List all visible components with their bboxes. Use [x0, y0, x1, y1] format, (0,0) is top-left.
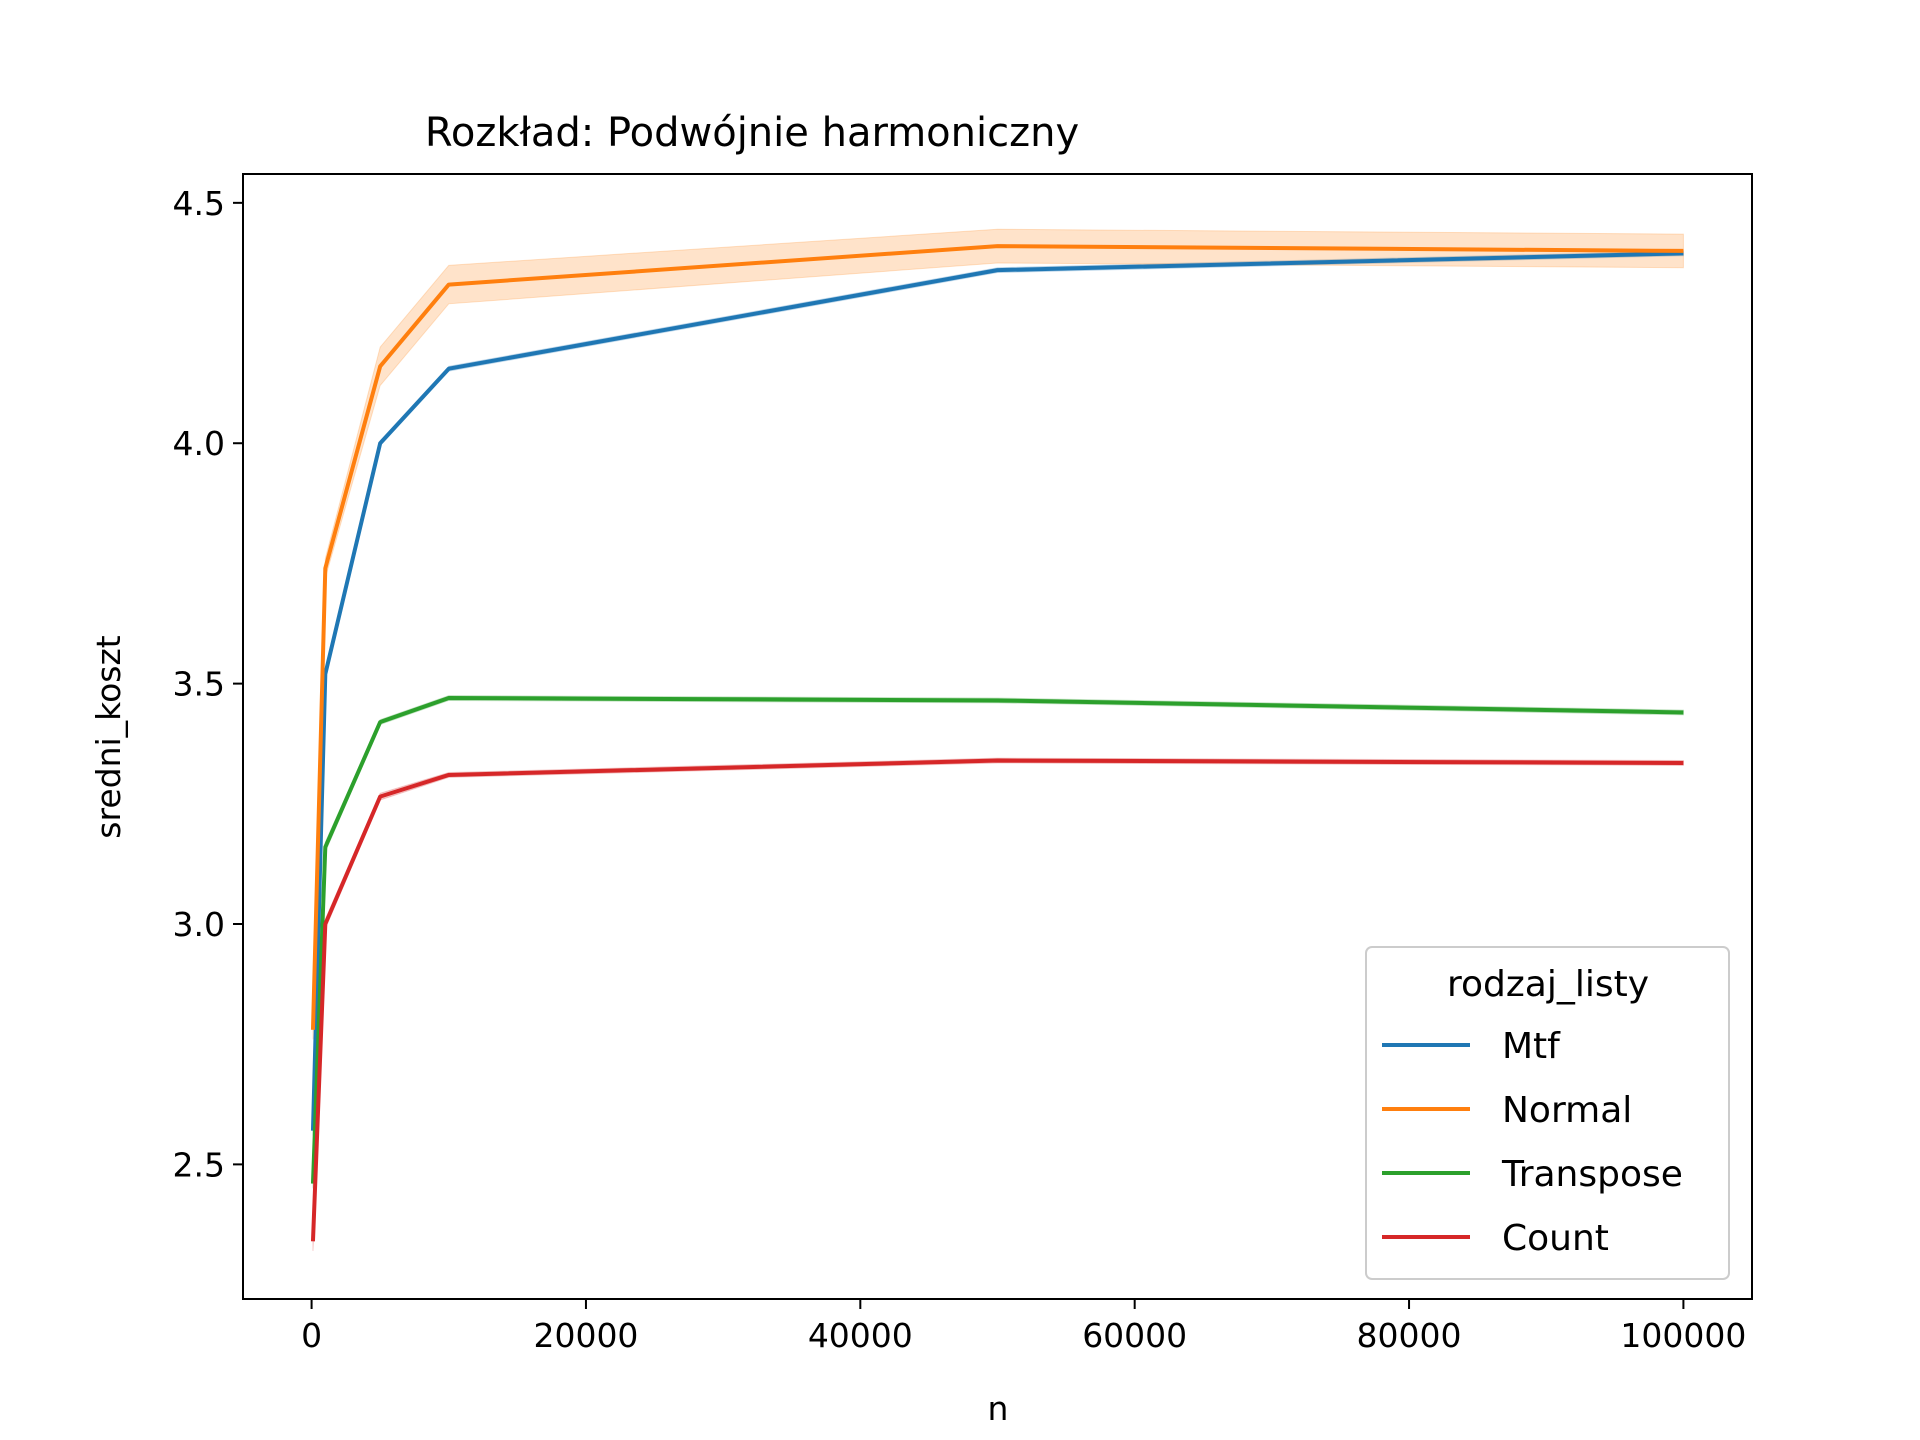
ci-band-normal — [312, 228, 1684, 1040]
x-tick-label: 0 — [301, 1316, 322, 1355]
series-line-mtf — [310, 251, 1684, 1131]
series-lines — [310, 244, 1684, 1242]
series-line-normal — [310, 244, 1684, 1030]
legend-label-normal: Normal — [1502, 1090, 1632, 1131]
y-tick-label: 3.5 — [173, 665, 225, 704]
x-tick-label: 100000 — [1620, 1316, 1746, 1355]
y-tick-label: 4.0 — [173, 424, 225, 463]
x-tick-label: 20000 — [533, 1316, 638, 1355]
y-axis: 2.5 3.0 3.5 4.0 4.5 — [173, 184, 243, 1184]
legend-box — [1365, 946, 1730, 1280]
chart-title: Rozkład: Podwójnie harmoniczny — [425, 110, 1079, 156]
y-tick-label: 4.5 — [173, 184, 225, 223]
plot-frame — [242, 173, 1753, 1300]
series-line-count — [310, 758, 1684, 1242]
x-tick-label: 80000 — [1357, 1316, 1462, 1355]
legend-label-count: Count — [1502, 1218, 1609, 1259]
legend-label-transpose: Transpose — [1501, 1154, 1683, 1195]
y-axis-label: sredni_koszt — [89, 635, 128, 839]
y-tick-label: 3.0 — [173, 905, 225, 944]
y-tick-label: 2.5 — [173, 1145, 225, 1184]
legend-items: Mtf Normal Transpose Count — [1382, 1026, 1683, 1259]
x-axis: 0 20000 40000 60000 80000 100000 — [301, 1299, 1746, 1355]
legend-label-mtf: Mtf — [1502, 1026, 1561, 1067]
x-axis-label: n — [988, 1389, 1009, 1428]
series-line-transpose — [310, 696, 1684, 1184]
legend: rodzaj_listy Mtf Normal Transpose Count — [1365, 946, 1730, 1280]
legend-title: rodzaj_listy — [1447, 964, 1649, 1005]
x-tick-label: 40000 — [808, 1316, 913, 1355]
x-tick-label: 60000 — [1082, 1316, 1187, 1355]
